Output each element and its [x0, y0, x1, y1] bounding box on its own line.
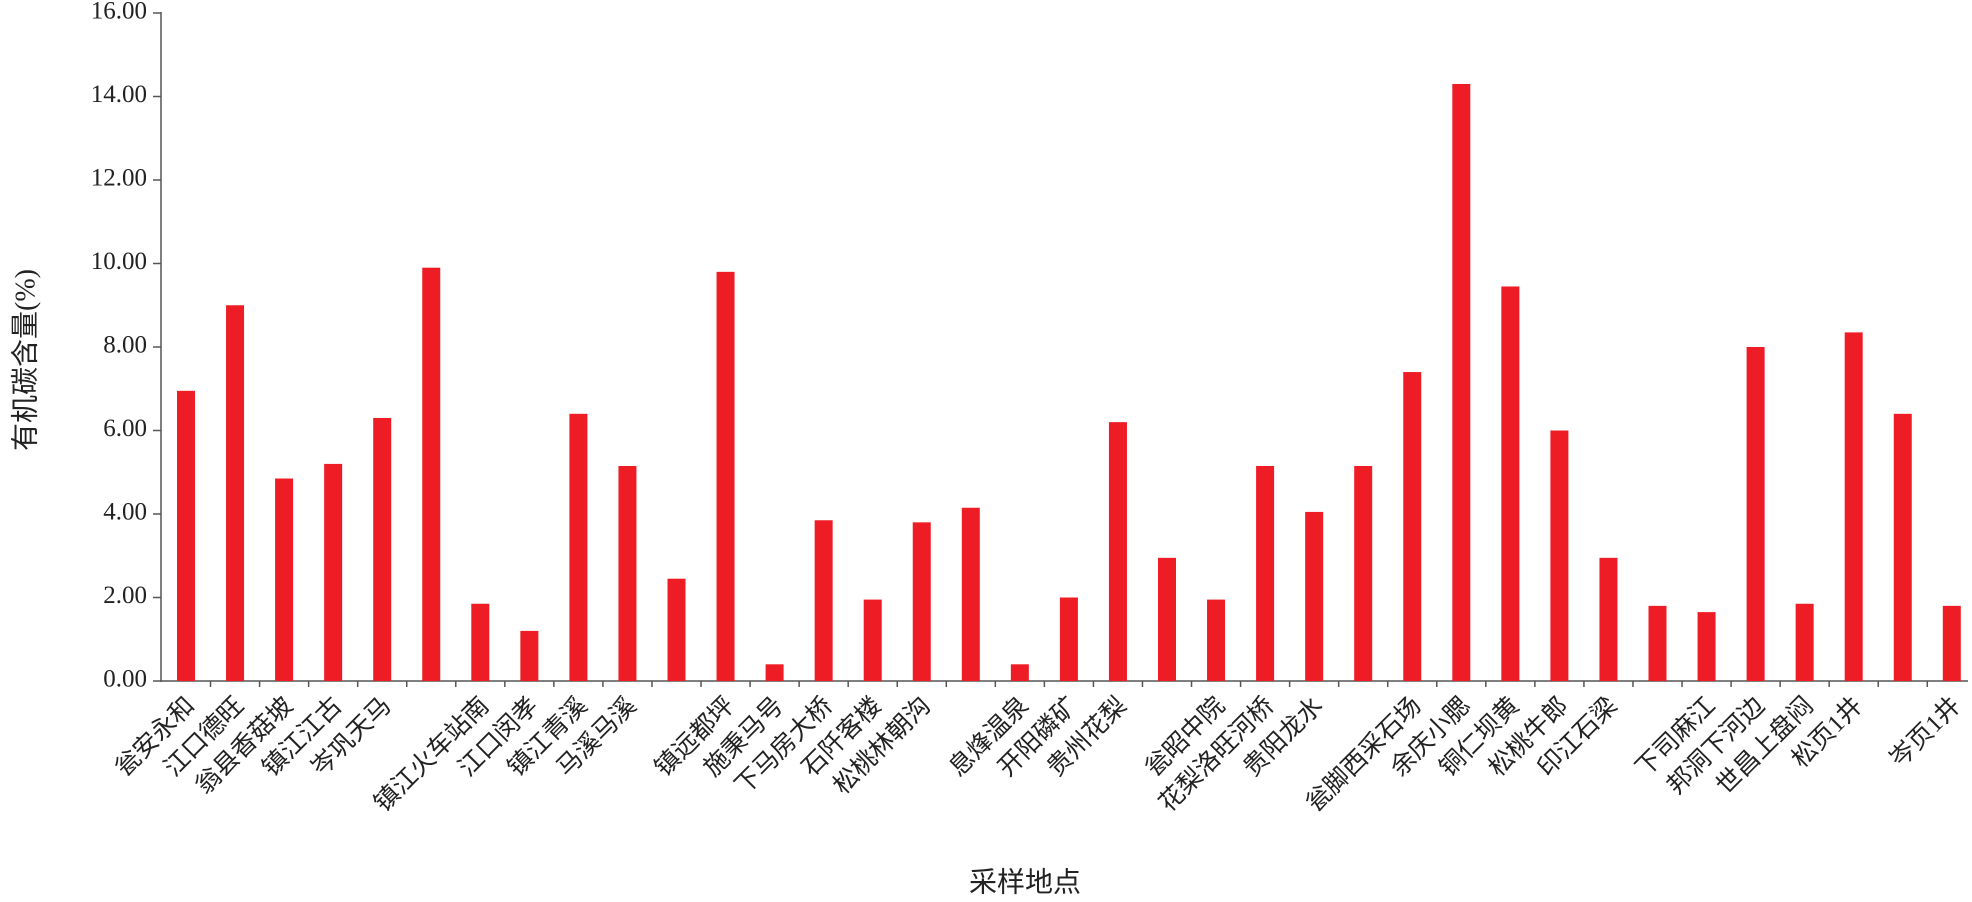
bar: [569, 413, 588, 681]
bar: [863, 599, 882, 681]
bar: [765, 664, 784, 681]
bar: [1599, 557, 1618, 681]
bar: [373, 417, 392, 681]
bar: [716, 271, 735, 681]
bar: [1010, 664, 1029, 681]
y-tick-label: 16.00: [91, 0, 147, 25]
bar: [422, 267, 441, 681]
bar: [1403, 372, 1422, 681]
y-tick-label: 10.00: [91, 248, 147, 275]
bar: [1893, 413, 1912, 681]
y-tick-label: 6.00: [103, 415, 147, 442]
bar: [1108, 422, 1127, 681]
bar: [1501, 286, 1520, 681]
bar: [1305, 511, 1324, 681]
bar: [520, 630, 539, 681]
bar: [471, 603, 490, 681]
bar: [667, 578, 686, 681]
bar: [912, 522, 931, 681]
bar: [177, 390, 195, 681]
bar: [1844, 332, 1863, 681]
bar: [1746, 347, 1765, 681]
bar: [961, 507, 980, 681]
bar: [1256, 465, 1275, 681]
bar: [618, 465, 637, 681]
bar: [1795, 603, 1814, 681]
y-tick-label: 14.00: [91, 81, 147, 108]
y-tick-label: 8.00: [103, 332, 147, 359]
bar: [275, 478, 294, 681]
bar: [1158, 557, 1176, 681]
bar: [324, 463, 343, 681]
x-axis-title: 采样地点: [969, 866, 1081, 898]
x-tick-label: 岑页1井: [1884, 691, 1966, 773]
bar: [226, 305, 245, 681]
bar: [1942, 605, 1961, 681]
y-axis-title: 有机碳含量(%): [9, 269, 41, 451]
y-tick-label: 12.00: [91, 165, 147, 192]
bar: [1207, 599, 1226, 681]
bar: [1648, 605, 1667, 681]
bar: [1452, 83, 1471, 682]
y-tick-label: 4.00: [103, 499, 147, 526]
bar: [814, 520, 833, 681]
bar: [1059, 597, 1078, 681]
bar: [1354, 465, 1373, 681]
bar: [1697, 612, 1716, 681]
y-tick-label: 0.00: [103, 666, 147, 693]
bar: [1550, 430, 1569, 681]
y-tick-label: 2.00: [103, 582, 147, 609]
